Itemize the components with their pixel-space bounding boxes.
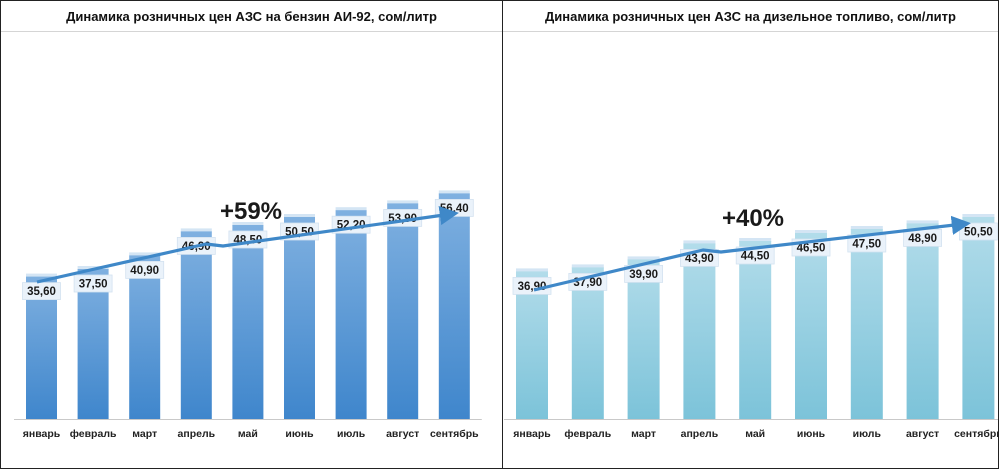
x-tick-label: май xyxy=(745,428,765,440)
data-label: 35,60 xyxy=(27,286,56,298)
bar-top-edge xyxy=(129,252,161,257)
bar-top-edge xyxy=(683,240,716,245)
bar-сентябрь xyxy=(962,217,995,419)
bar-май xyxy=(739,241,772,419)
bar-chart-diesel: 36,90январь37,90февраль39,90март43,90апр… xyxy=(504,205,998,440)
bar-март xyxy=(129,255,161,419)
bar-top-edge xyxy=(850,226,883,230)
bar-февраль xyxy=(571,267,604,419)
bar-top-edge xyxy=(387,200,419,205)
bar-август xyxy=(906,223,939,419)
bar-июнь xyxy=(795,233,827,419)
x-tick-label: август xyxy=(906,428,939,440)
chart-panel-diesel: Динамика розничных цен АЗС на дизельное … xyxy=(502,0,999,469)
x-tick-label: июль xyxy=(337,428,366,440)
x-tick-label: апрель xyxy=(681,428,719,440)
bar-февраль xyxy=(77,269,109,419)
bar-январь xyxy=(516,271,548,419)
data-label: 47,50 xyxy=(852,239,881,251)
data-label: 46,50 xyxy=(797,243,826,255)
x-tick-label: июнь xyxy=(285,428,314,440)
bar-top-edge xyxy=(962,214,995,218)
data-label: 40,90 xyxy=(130,265,159,277)
x-tick-label: июль xyxy=(853,428,882,440)
chart-panel-gasoline: Динамика розничных цен АЗС на бензин АИ-… xyxy=(0,0,503,469)
chart-title-diesel: Динамика розничных цен АЗС на дизельное … xyxy=(545,9,956,24)
bar-top-edge xyxy=(335,207,367,212)
bar-апрель xyxy=(683,243,716,419)
trend-arrow xyxy=(36,206,459,284)
title-divider xyxy=(503,31,998,32)
x-tick-label: апрель xyxy=(178,428,216,440)
x-tick-label: февраль xyxy=(70,428,117,440)
chart-title-gasoline: Динамика розничных цен АЗС на бензин АИ-… xyxy=(66,9,437,24)
bar-top-edge xyxy=(284,214,315,218)
bar-июнь xyxy=(284,217,315,419)
data-label-box xyxy=(125,260,165,279)
x-tick-label: март xyxy=(132,428,157,440)
x-tick-label: январь xyxy=(23,428,61,440)
bar-март xyxy=(627,259,660,419)
x-tick-label: февраль xyxy=(564,428,611,440)
bar-июль xyxy=(850,229,883,419)
bar-сентябрь xyxy=(438,193,470,419)
bar-top-edge xyxy=(516,268,548,273)
bar-август xyxy=(387,203,419,419)
x-tick-label: март xyxy=(631,428,656,440)
x-tick-label: январь xyxy=(513,428,551,440)
x-tick-label: июнь xyxy=(797,428,826,440)
data-label: 50,50 xyxy=(964,227,993,239)
bar-chart-gasoline: 35,60январь37,50февраль40,90март46,90апр… xyxy=(14,190,482,440)
growth-annotation: +59% xyxy=(220,198,282,225)
data-label: 56,40 xyxy=(440,203,469,215)
x-tick-label: май xyxy=(238,428,258,440)
bar-май xyxy=(232,225,264,419)
bar-top-edge xyxy=(180,228,212,233)
data-label: 39,90 xyxy=(629,269,658,281)
bar-top-edge xyxy=(795,230,827,234)
bar-top-edge xyxy=(26,273,57,278)
bar-top-edge xyxy=(438,190,470,195)
bar-top-edge xyxy=(571,264,604,269)
bar-top-edge xyxy=(739,238,772,242)
data-label: 43,90 xyxy=(685,253,714,265)
bar-январь xyxy=(26,276,57,419)
bar-top-edge xyxy=(232,222,264,226)
data-label: 44,50 xyxy=(741,251,770,263)
data-label: 48,90 xyxy=(908,233,937,245)
data-label-box xyxy=(73,274,113,293)
x-tick-label: сентябрь xyxy=(430,428,479,440)
x-tick-label: сентябрь xyxy=(954,428,998,440)
x-tick-label: август xyxy=(386,428,419,440)
bar-top-edge xyxy=(906,220,939,225)
bar-апрель xyxy=(180,231,212,419)
data-label: 37,50 xyxy=(79,279,108,291)
trend-arrow xyxy=(533,215,971,292)
bar-top-edge xyxy=(627,256,660,261)
title-divider xyxy=(1,31,502,32)
bar-июль xyxy=(335,210,367,419)
growth-annotation: +40% xyxy=(722,205,784,232)
